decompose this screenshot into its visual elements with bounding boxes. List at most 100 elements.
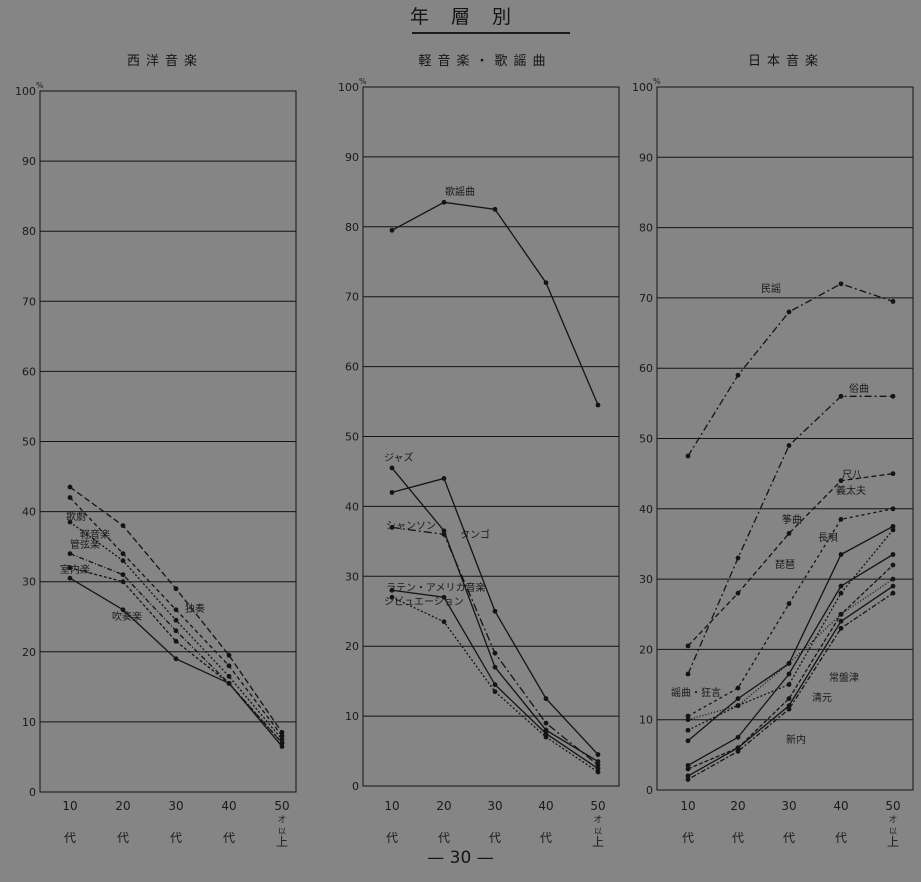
series-label: 軽音楽 (80, 528, 110, 541)
data-point (226, 652, 232, 658)
title-underline (412, 32, 570, 34)
data-point (838, 393, 844, 399)
data-point (786, 696, 792, 702)
data-point (838, 590, 844, 596)
data-point (120, 607, 126, 613)
data-point (543, 720, 549, 726)
data-point (441, 531, 447, 537)
data-point (735, 685, 741, 691)
data-point (786, 443, 792, 448)
x-tick-label: 30 (487, 799, 502, 813)
data-point (735, 745, 741, 751)
data-point (838, 618, 844, 624)
x-tick-suffix: 上 (592, 835, 604, 849)
x-tick-suffix: 才 (594, 814, 602, 824)
data-point (492, 664, 498, 670)
x-tick-suffix: 代 (170, 831, 182, 845)
data-point (735, 703, 741, 709)
data-point (786, 671, 792, 677)
data-point (595, 766, 601, 771)
x-tick-label: 10 (62, 799, 77, 813)
data-point (389, 524, 395, 530)
data-point (492, 206, 498, 212)
y-tick-label: 40 (22, 506, 36, 519)
series-label: 常盤津 (829, 671, 859, 684)
x-tick-suffix: 才 (889, 814, 897, 824)
y-tick-label: 80 (345, 221, 359, 234)
y-unit-label: % (359, 77, 367, 86)
y-tick-label: 70 (22, 295, 36, 308)
data-point (173, 656, 179, 662)
series-line (687, 592, 894, 781)
series-line (391, 477, 599, 755)
data-point (838, 516, 844, 522)
panel-title: 西洋音楽 (127, 53, 203, 69)
series-line (391, 467, 599, 763)
series-label: 義太夫 (836, 484, 866, 497)
y-tick-label: 60 (345, 361, 359, 374)
x-tick-suffix: 代 (223, 831, 235, 845)
data-point (226, 663, 232, 669)
data-point (890, 583, 896, 589)
series-label: 謡曲・狂言 (671, 686, 721, 699)
data-point (67, 551, 73, 557)
x-tick-label: 30 (168, 799, 183, 813)
series-label: タンゴ (460, 528, 490, 541)
series-label: 長唄 (818, 532, 838, 544)
x-tick-label: 50 (274, 799, 289, 813)
series-label: 民謡 (761, 282, 781, 295)
data-point (890, 523, 896, 529)
x-tick-label: 10 (384, 799, 399, 813)
y-tick-label: 10 (639, 714, 653, 727)
y-tick-label: 70 (345, 291, 359, 304)
data-point (173, 628, 179, 634)
data-point (120, 523, 126, 529)
y-tick-label: 10 (345, 710, 359, 723)
y-tick-label: 60 (639, 362, 653, 375)
x-tick-label: 40 (833, 799, 848, 813)
y-tick-label: 50 (639, 433, 653, 446)
y-tick-label: 90 (22, 155, 36, 168)
x-tick-suffix: 上 (887, 835, 899, 849)
y-tick-label: 50 (345, 431, 359, 444)
data-point (735, 555, 741, 561)
data-point (685, 717, 691, 723)
data-point (120, 572, 126, 578)
series-line (69, 577, 283, 747)
data-point (786, 706, 792, 712)
data-point (279, 733, 285, 739)
data-point (685, 453, 691, 459)
data-point (67, 484, 73, 490)
series-label: シャンソン (386, 521, 436, 532)
data-point (595, 762, 601, 768)
series-label: 管弦楽 (70, 538, 100, 551)
data-point (543, 734, 549, 740)
series-label: 歌謡曲 (445, 185, 475, 198)
data-point (890, 506, 896, 512)
data-point (890, 552, 896, 557)
data-point (67, 565, 73, 571)
y-tick-label: 30 (345, 570, 359, 583)
data-point (173, 586, 179, 592)
data-point (67, 495, 73, 500)
x-tick-suffix: 代 (540, 831, 552, 845)
x-tick-suffix: 代 (386, 831, 398, 845)
x-tick-suffix: 代 (783, 831, 795, 845)
data-point (120, 579, 126, 585)
y-tick-label: 100 (338, 81, 359, 94)
data-point (838, 611, 844, 617)
data-point (279, 737, 285, 742)
data-point (389, 227, 395, 233)
data-point (389, 594, 395, 600)
data-point (441, 528, 447, 534)
data-point (735, 748, 741, 754)
data-point (67, 575, 73, 581)
data-point (685, 777, 691, 782)
x-tick-suffix: 才 (278, 814, 286, 824)
data-point (786, 309, 792, 315)
x-tick-label: 10 (680, 799, 695, 813)
data-point (492, 682, 498, 688)
page-number: — 30 — (427, 848, 494, 868)
data-point (389, 587, 395, 593)
series-label: 琵琶 (775, 559, 795, 571)
